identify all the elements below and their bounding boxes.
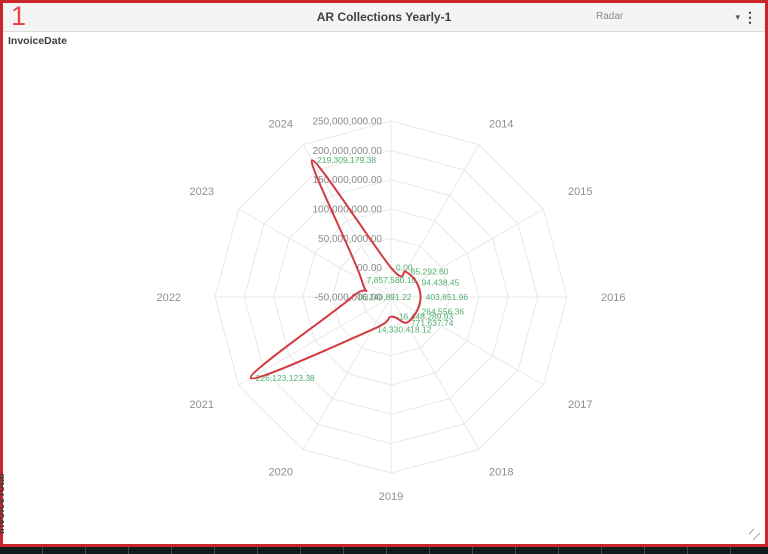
svg-text:-16,448,289.93: -16,448,289.93 bbox=[396, 312, 453, 322]
svg-text:2020: 2020 bbox=[269, 467, 293, 479]
svg-text:219,309,179.38: 219,309,179.38 bbox=[317, 155, 376, 165]
svg-text:2014: 2014 bbox=[489, 118, 513, 130]
chart-title: AR Collections Yearly-1 bbox=[316, 10, 452, 24]
svg-text:250,000,000.00: 250,000,000.00 bbox=[312, 117, 382, 128]
svg-text:2023: 2023 bbox=[190, 186, 214, 198]
svg-text:94,438.45: 94,438.45 bbox=[422, 277, 460, 287]
svg-text:100,000,000.00: 100,000,000.00 bbox=[312, 205, 382, 216]
resize-handle-icon[interactable] bbox=[749, 529, 760, 540]
page-number: 1 bbox=[11, 1, 27, 31]
svg-text:50,000,000.00: 50,000,000.00 bbox=[318, 234, 382, 245]
radar-chart[interactable]: 2014 2015 2016 2017 2018 2019 2020 2021 2022 2023… bbox=[3, 3, 768, 550]
widget-header: 1 AR Collections Yearly-1 Radar ▾ ⋮ bbox=[3, 1, 765, 32]
svg-text:2016: 2016 bbox=[601, 292, 625, 304]
svg-text:150,000,000.00: 150,000,000.00 bbox=[312, 175, 382, 186]
cropped-table-edge bbox=[0, 547, 768, 554]
svg-text:2019: 2019 bbox=[379, 491, 403, 503]
svg-text:403,851.96: 403,851.96 bbox=[426, 292, 469, 302]
kebab-menu-icon[interactable]: ⋮ bbox=[743, 9, 757, 25]
svg-text:2024: 2024 bbox=[269, 118, 293, 130]
chevron-down-icon[interactable]: ▾ bbox=[735, 12, 740, 22]
svg-text:65,292.60: 65,292.60 bbox=[411, 267, 449, 277]
svg-text:14,330,418.12: 14,330,418.12 bbox=[377, 325, 432, 335]
svg-text:264,556.36: 264,556.36 bbox=[422, 307, 465, 317]
svg-text:16,240,891.22: 16,240,891.22 bbox=[357, 292, 412, 302]
svg-text:771,637.74: 771,637.74 bbox=[411, 318, 454, 328]
svg-text:2017: 2017 bbox=[568, 399, 592, 411]
svg-text:7,857,580.10: 7,857,580.10 bbox=[367, 275, 417, 285]
svg-text:00.00: 00.00 bbox=[357, 263, 382, 274]
svg-text:226,123,123.38: 226,123,123.38 bbox=[256, 373, 315, 383]
svg-text:-50,000,000.00: -50,000,000.00 bbox=[315, 293, 383, 304]
y-axis-field-label: InvoiceTotal bbox=[0, 473, 7, 534]
svg-text:2015: 2015 bbox=[568, 186, 592, 198]
svg-text:200,000,000.00: 200,000,000.00 bbox=[312, 146, 382, 157]
svg-text:2022: 2022 bbox=[157, 292, 181, 304]
svg-text:2021: 2021 bbox=[190, 399, 214, 411]
svg-text:0.00: 0.00 bbox=[396, 263, 413, 273]
chart-type-select[interactable]: Radar bbox=[596, 11, 624, 22]
x-axis-field-label: InvoiceDate bbox=[8, 35, 67, 47]
svg-text:2018: 2018 bbox=[489, 467, 513, 479]
